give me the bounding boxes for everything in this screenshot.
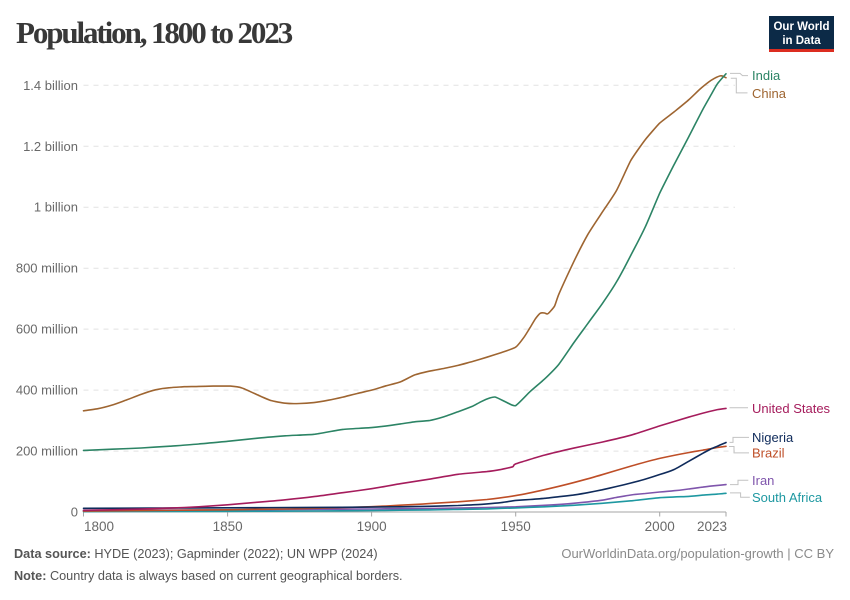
svg-text:1.4 billion: 1.4 billion	[23, 78, 78, 93]
svg-text:Brazil: Brazil	[752, 446, 785, 461]
svg-text:Iran: Iran	[752, 473, 774, 488]
svg-text:1950: 1950	[501, 519, 531, 534]
svg-text:1.2 billion: 1.2 billion	[23, 139, 78, 154]
svg-text:South Africa: South Africa	[752, 490, 823, 505]
svg-text:China: China	[752, 86, 787, 101]
svg-text:1850: 1850	[213, 519, 243, 534]
svg-text:United States: United States	[752, 401, 831, 416]
svg-text:Nigeria: Nigeria	[752, 430, 794, 445]
svg-text:India: India	[752, 68, 781, 83]
svg-text:200 million: 200 million	[16, 444, 78, 459]
svg-text:1900: 1900	[357, 519, 387, 534]
svg-text:1800: 1800	[84, 519, 114, 534]
svg-text:0: 0	[71, 505, 78, 520]
svg-text:2000: 2000	[645, 519, 675, 534]
svg-text:1 billion: 1 billion	[34, 200, 78, 215]
svg-text:400 million: 400 million	[16, 383, 78, 398]
svg-text:800 million: 800 million	[16, 261, 78, 276]
svg-text:2023: 2023	[697, 519, 727, 534]
svg-text:600 million: 600 million	[16, 322, 78, 337]
